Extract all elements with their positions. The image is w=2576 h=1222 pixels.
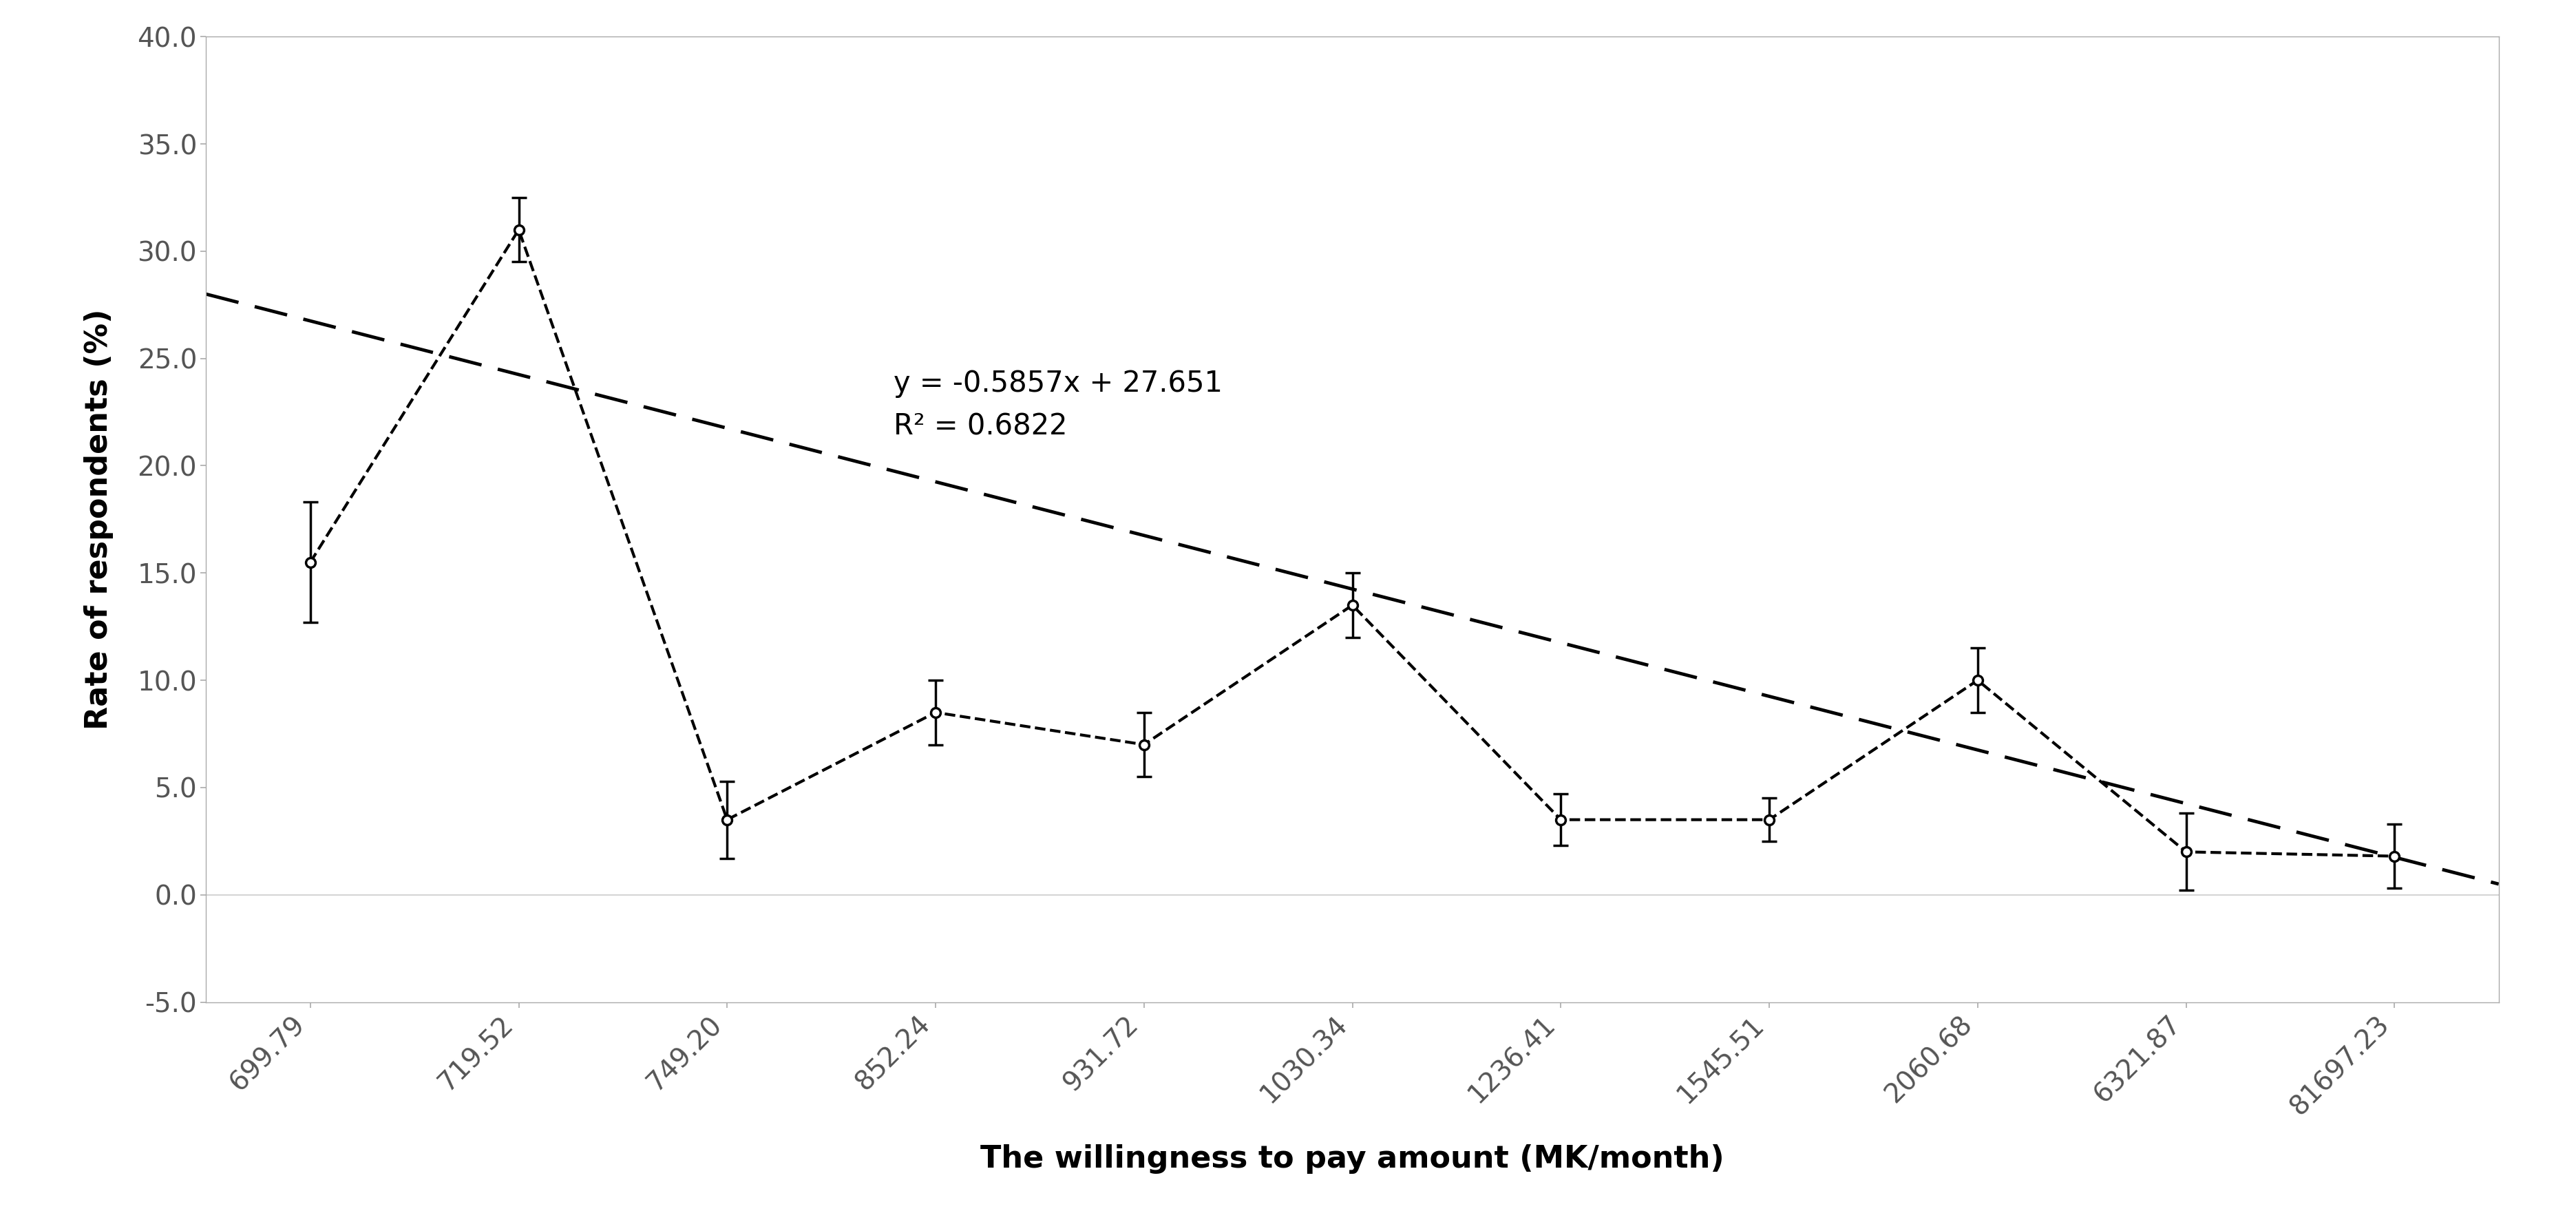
X-axis label: The willingness to pay amount (MK/month): The willingness to pay amount (MK/month)	[981, 1144, 1723, 1174]
Text: y = -0.5857x + 27.651
R² = 0.6822: y = -0.5857x + 27.651 R² = 0.6822	[894, 369, 1224, 441]
Y-axis label: Rate of respondents (%): Rate of respondents (%)	[85, 309, 113, 730]
